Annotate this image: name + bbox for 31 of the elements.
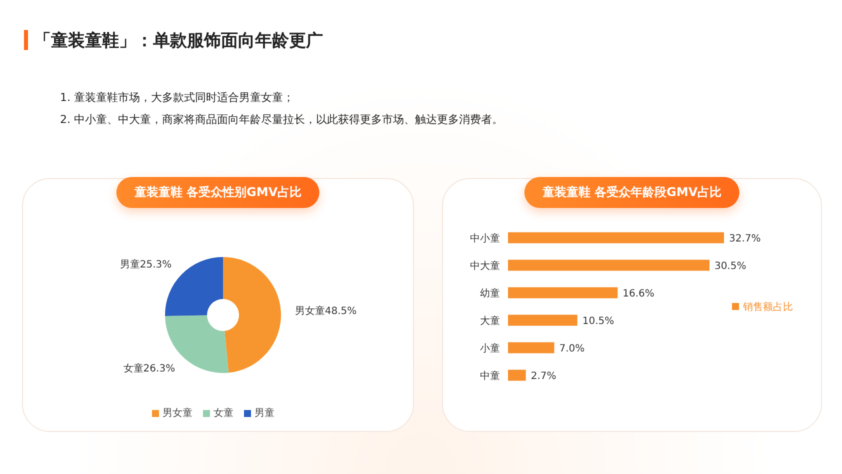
bar bbox=[508, 260, 710, 271]
data-label: 16.6% bbox=[622, 288, 654, 300]
bar bbox=[508, 370, 526, 381]
data-label: 7.0% bbox=[559, 343, 585, 354]
data-label: 2.7% bbox=[530, 370, 556, 382]
y-tick-label: 中大童 bbox=[470, 260, 500, 272]
chart-title: 童装童鞋 各受众年龄段GMV占比 bbox=[524, 177, 740, 208]
legend-label: 男童 bbox=[254, 408, 274, 419]
bar bbox=[508, 287, 618, 298]
y-tick-label: 幼童 bbox=[480, 287, 500, 300]
data-label: 10.5% bbox=[582, 316, 614, 327]
legend-label: 销售额占比 bbox=[743, 302, 793, 312]
data-label: 男童25.3% bbox=[120, 258, 172, 270]
text: 2. 中小童、中大童，商家将商品面向年龄尽量拉长，以此获得更多市场、触达更多消费者。 bbox=[60, 112, 503, 127]
data-label: 男女童48.5% bbox=[294, 305, 357, 318]
text: 1. 童装童鞋市场，大多款式同时适合男童女童； bbox=[60, 90, 294, 105]
y-tick-label: 中小童 bbox=[470, 232, 500, 244]
y-tick-label: 小童 bbox=[480, 342, 500, 354]
legend-label: 男女童 bbox=[162, 408, 192, 419]
data-label: 32.7% bbox=[729, 233, 761, 244]
data-label: 30.5% bbox=[714, 260, 746, 272]
y-tick-label: 中童 bbox=[480, 370, 500, 382]
chart-title: 童装童鞋 各受众性别GMV占比 bbox=[116, 177, 320, 208]
text: 「童装童鞋」：单款服饰面向年龄更广 bbox=[34, 30, 323, 52]
legend-label: 女童 bbox=[214, 408, 234, 419]
data-label: 女童26.3% bbox=[123, 362, 176, 374]
bar bbox=[508, 342, 554, 354]
y-tick-label: 大童 bbox=[480, 314, 500, 327]
bar bbox=[508, 232, 724, 244]
bar bbox=[508, 314, 578, 326]
donut-slice bbox=[223, 257, 281, 373]
